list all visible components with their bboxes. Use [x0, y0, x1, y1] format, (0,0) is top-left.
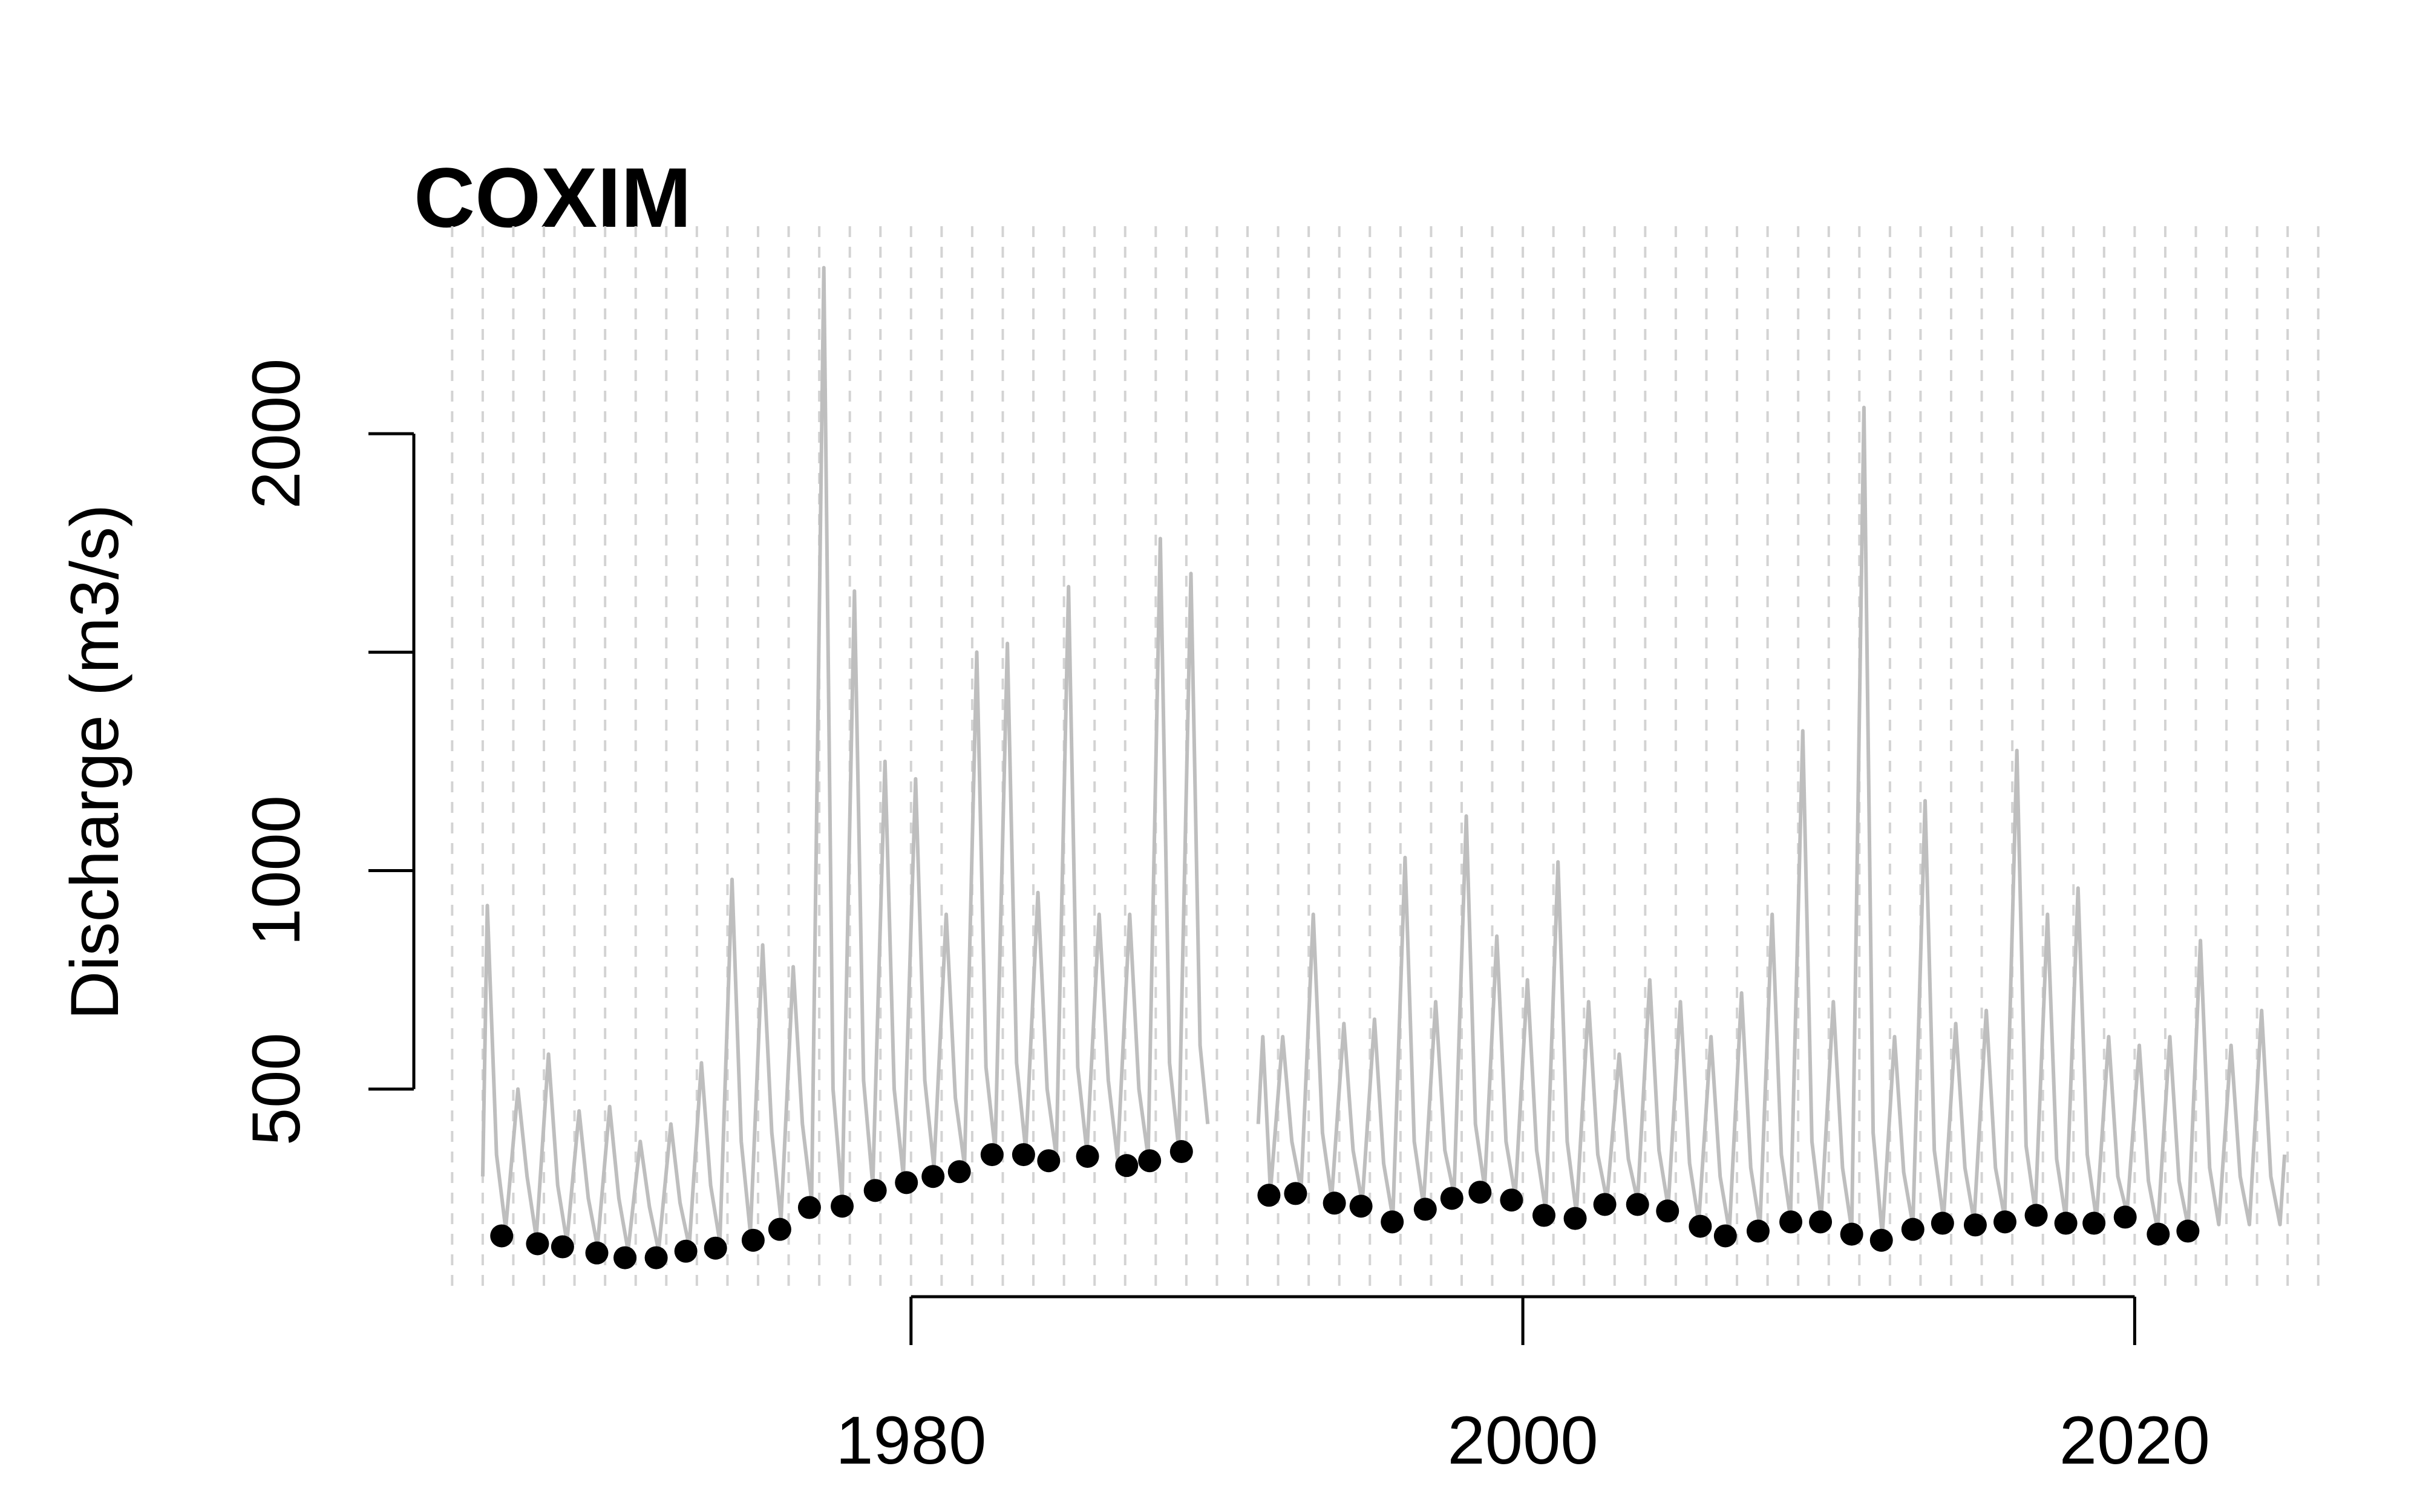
- annual-minimum-point: [1840, 1222, 1863, 1246]
- annual-minimum-point: [585, 1241, 609, 1265]
- annual-minimum-point: [1532, 1204, 1555, 1227]
- annual-minimum-point: [1500, 1188, 1523, 1212]
- annual-minimum-point: [2024, 1204, 2048, 1227]
- annual-minimum-point: [741, 1228, 765, 1252]
- annual-minimum-point: [2176, 1219, 2200, 1243]
- annual-minimum-point: [1076, 1144, 1099, 1168]
- annual-minimum-point: [1468, 1181, 1492, 1204]
- y-tick-label: 1000: [238, 795, 314, 946]
- annual-minimum-point: [526, 1232, 549, 1256]
- annual-minimum-point: [551, 1235, 574, 1259]
- y-axis-label: Discharge (m3/s): [57, 504, 132, 1020]
- annual-minimum-point: [1284, 1182, 1307, 1205]
- annual-minimum-point: [1563, 1207, 1587, 1230]
- x-tick-label: 1980: [836, 1403, 986, 1478]
- annual-minimum-point: [1257, 1184, 1281, 1207]
- annual-minimum-point: [2082, 1211, 2106, 1235]
- annual-minimum-point: [1138, 1149, 1162, 1173]
- annual-minimum-point: [1413, 1198, 1437, 1221]
- annual-minimum-point: [1012, 1143, 1035, 1167]
- annual-minimum-point: [1593, 1193, 1617, 1216]
- annual-minimum-point: [1809, 1210, 1833, 1234]
- annual-minimum-point: [831, 1194, 854, 1218]
- annual-minimum-point: [490, 1224, 514, 1248]
- annual-minimum-point: [1901, 1217, 1925, 1241]
- annual-minimum-point: [797, 1196, 821, 1219]
- annual-minimum-point: [1349, 1194, 1373, 1218]
- y-tick-label: 2000: [238, 359, 314, 509]
- annual-minimum-point: [2147, 1222, 2170, 1246]
- annual-minimum-point: [613, 1246, 637, 1269]
- annual-minimum-point: [1869, 1228, 1893, 1252]
- x-tick-label: 2020: [2059, 1403, 2210, 1478]
- annual-minimum-point: [1931, 1211, 1954, 1235]
- annual-minimum-point: [1440, 1187, 1463, 1210]
- annual-minimum-point: [1656, 1199, 1679, 1223]
- annual-minimum-point: [1037, 1149, 1061, 1173]
- annual-minimum-point: [1963, 1213, 1987, 1237]
- annual-minimum-point: [1746, 1219, 1770, 1243]
- annual-minimum-point: [1626, 1193, 1649, 1216]
- annual-minimum-point: [2054, 1211, 2078, 1235]
- annual-minimum-point: [1689, 1214, 1712, 1238]
- annual-minimum-point: [1779, 1210, 1803, 1234]
- annual-minimum-point: [768, 1217, 791, 1241]
- annual-minimum-point: [674, 1239, 698, 1263]
- annual-minimum-point: [1169, 1140, 1193, 1164]
- annual-minimum-point: [980, 1143, 1004, 1167]
- annual-minimum-point: [704, 1236, 727, 1260]
- annual-minimum-point: [1115, 1154, 1139, 1178]
- annual-minimum-point: [947, 1160, 971, 1184]
- annual-minimum-point: [863, 1179, 887, 1202]
- annual-minimum-point: [644, 1246, 668, 1269]
- discharge-line: [480, 266, 2287, 1253]
- annual-minimum-point: [1381, 1210, 1404, 1234]
- annual-minimum-point: [1323, 1191, 1346, 1215]
- annual-minimum-point: [1993, 1210, 2016, 1234]
- annual-minimum-point: [1713, 1224, 1737, 1248]
- annual-minimum-point: [895, 1171, 918, 1194]
- y-tick-label: 500: [238, 1032, 314, 1145]
- x-tick-label: 2000: [1448, 1403, 1598, 1478]
- chart-title: COXIM: [414, 150, 692, 245]
- annual-minimum-point: [921, 1165, 945, 1188]
- annual-minimum-point: [2113, 1205, 2137, 1229]
